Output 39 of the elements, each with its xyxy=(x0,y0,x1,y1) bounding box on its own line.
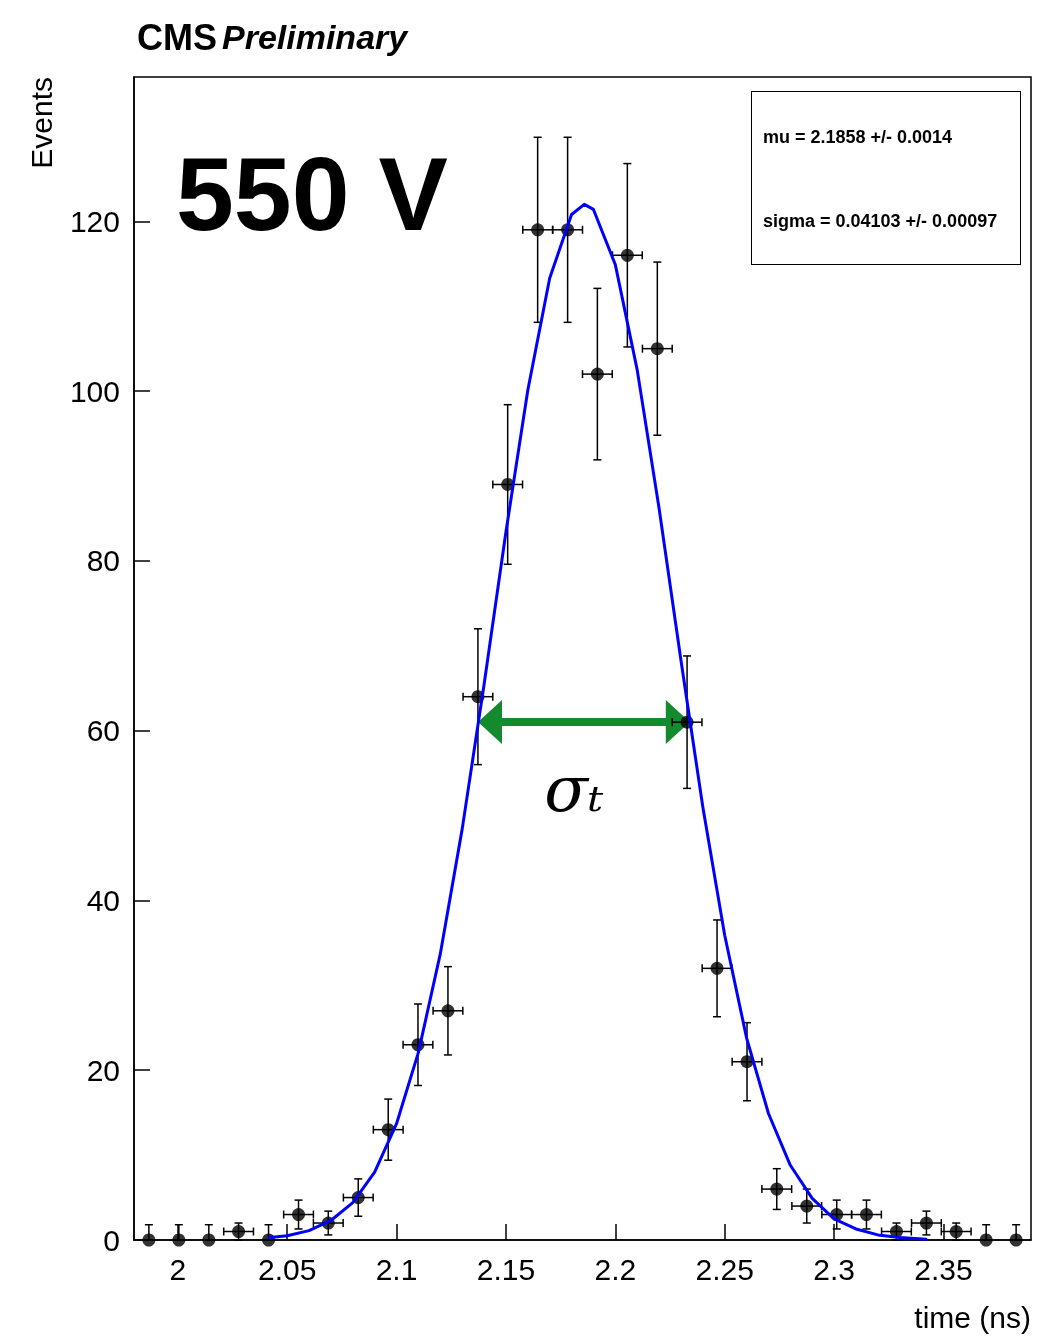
point xyxy=(441,1004,455,1018)
point xyxy=(770,1182,784,1196)
point xyxy=(710,961,724,975)
point xyxy=(620,248,634,262)
x-tick-label: 2.25 xyxy=(695,1252,754,1286)
chart-subtitle: Preliminary xyxy=(222,18,410,56)
x-tick-label: 2.15 xyxy=(476,1252,536,1286)
annotation: σₜ xyxy=(544,752,604,827)
x-axis-title: time (ns) xyxy=(914,1300,1031,1334)
y-axis-title: Events xyxy=(24,77,58,169)
annotation: mu = 2.1858 +/- 0.0014 xyxy=(763,127,953,148)
point xyxy=(919,1216,933,1230)
y-tick-label: 100 xyxy=(69,374,120,408)
x-tick-label: 2.1 xyxy=(375,1252,418,1286)
annotation: sigma = 0.04103 +/- 0.00097 xyxy=(763,211,998,232)
y-tick-label: 120 xyxy=(69,204,120,238)
x-tick-label: 2.35 xyxy=(914,1252,973,1286)
y-tick-label: 20 xyxy=(86,1053,120,1087)
point xyxy=(859,1208,873,1222)
point xyxy=(590,367,604,381)
point xyxy=(979,1233,993,1247)
y-tick-label: 80 xyxy=(86,544,120,578)
chart-title: CMS xyxy=(137,16,217,58)
point xyxy=(1009,1233,1023,1247)
y-tick-label: 60 xyxy=(86,714,120,748)
point xyxy=(292,1208,306,1222)
point xyxy=(800,1199,814,1213)
point xyxy=(172,1233,186,1247)
x-tick-label: 2 xyxy=(169,1252,187,1286)
point xyxy=(531,223,545,237)
y-tick-label: 40 xyxy=(86,883,120,917)
x-tick-label: 2.05 xyxy=(257,1252,317,1286)
x-tick-label: 2.3 xyxy=(813,1252,855,1286)
point xyxy=(202,1233,216,1247)
annotation: 550 V xyxy=(176,135,448,254)
x-tick-label: 2.2 xyxy=(594,1252,637,1286)
point xyxy=(650,342,664,356)
point xyxy=(142,1233,156,1247)
y-tick-label: 0 xyxy=(103,1223,120,1257)
